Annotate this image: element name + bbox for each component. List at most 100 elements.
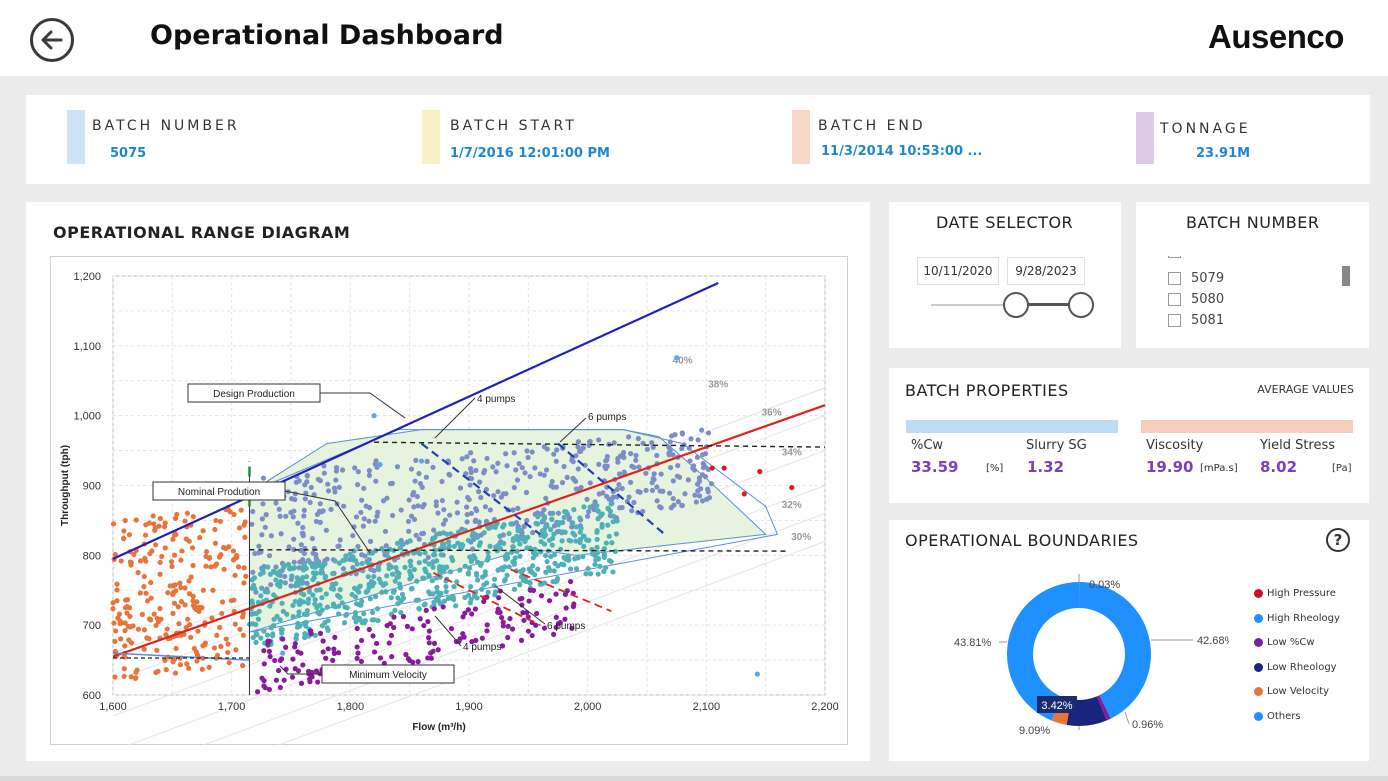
data-point (219, 599, 226, 605)
data-point (145, 598, 151, 604)
data-point (177, 580, 183, 586)
data-point (355, 650, 361, 656)
data-point (313, 518, 320, 525)
checkbox[interactable] (1168, 293, 1181, 306)
data-point (605, 505, 611, 511)
data-point (237, 626, 243, 632)
donut-slice (1079, 582, 1151, 719)
data-point (666, 452, 672, 458)
data-point (424, 458, 430, 464)
pumps-label: 4 pumps (463, 642, 501, 653)
data-point (479, 586, 485, 592)
checkbox[interactable] (1168, 314, 1181, 327)
batch-list-item[interactable]: 5081 (1168, 313, 1224, 328)
data-point (281, 564, 287, 570)
data-point (300, 530, 306, 536)
data-point (446, 543, 452, 549)
data-point (516, 461, 522, 467)
data-point (487, 507, 493, 513)
batch-list-scrollbar[interactable] (1342, 266, 1350, 286)
batch-list-item[interactable]: 5079 (1168, 271, 1224, 286)
data-point (316, 611, 323, 617)
data-point (233, 647, 239, 653)
data-point (789, 484, 795, 491)
data-point (118, 636, 124, 642)
data-point (441, 541, 447, 547)
arrow-left-icon (41, 30, 63, 50)
kpi-label: BATCH END (818, 118, 926, 134)
legend-item[interactable]: High Pressure (1254, 588, 1336, 599)
help-icon[interactable]: ? (1326, 528, 1350, 552)
data-point (422, 558, 428, 564)
data-point (377, 461, 383, 468)
data-point (472, 593, 478, 599)
data-point (451, 583, 457, 590)
legend-item[interactable]: Others (1254, 711, 1301, 722)
data-point (513, 533, 520, 539)
data-point (679, 502, 686, 509)
data-point (465, 537, 472, 543)
data-point (575, 439, 582, 445)
data-point (562, 529, 568, 535)
operational-boundaries-title: OPERATIONAL BOUNDARIES (905, 531, 1139, 550)
data-point (567, 578, 574, 585)
data-point (473, 467, 479, 474)
data-point (341, 503, 347, 509)
legend-item[interactable]: Low %Cw (1254, 637, 1315, 648)
data-point (162, 545, 168, 551)
prop-unit: [%] (986, 463, 1004, 474)
data-point (392, 578, 398, 584)
data-point (363, 589, 369, 595)
back-button[interactable] (30, 18, 74, 62)
batch-item-label: 5081 (1191, 313, 1225, 328)
data-point (280, 636, 286, 642)
legend-item[interactable]: Low Rheology (1254, 662, 1337, 673)
data-point (300, 524, 306, 531)
data-point (307, 499, 313, 505)
prop-label: Viscosity (1146, 438, 1204, 453)
data-point (258, 585, 265, 591)
data-point (112, 674, 118, 680)
data-point (418, 458, 425, 464)
data-point (249, 601, 256, 607)
data-point (190, 514, 196, 520)
data-point (433, 575, 440, 581)
legend-dot (1254, 662, 1263, 672)
data-point (606, 533, 612, 539)
data-point (493, 469, 499, 475)
date-slider-end-handle[interactable] (1068, 292, 1094, 318)
data-point (242, 519, 248, 525)
batch-list-item[interactable]: 5080 (1168, 292, 1224, 307)
data-point (258, 593, 264, 599)
chart-title: OPERATIONAL RANGE DIAGRAM (53, 223, 351, 242)
data-point (527, 587, 533, 593)
legend-item[interactable]: Low Velocity (1254, 686, 1329, 697)
end-date-input[interactable]: 9/28/2023 (1007, 257, 1085, 285)
legend-item[interactable]: High Rheology (1254, 613, 1340, 624)
data-point (541, 527, 547, 533)
data-point (389, 571, 396, 577)
data-point (550, 510, 556, 516)
checkbox[interactable] (1168, 272, 1181, 285)
prop-label: %Cw (911, 438, 944, 453)
data-point (333, 477, 339, 483)
data-point (369, 617, 375, 623)
data-point (510, 507, 516, 513)
data-point (541, 507, 547, 513)
data-point (426, 572, 432, 578)
data-point (153, 542, 159, 548)
data-point (534, 610, 540, 617)
start-date-input[interactable]: 10/11/2020 (917, 257, 999, 285)
data-point (412, 478, 418, 484)
data-point (510, 544, 516, 550)
data-point (214, 652, 221, 658)
data-point (296, 565, 302, 571)
data-point (336, 560, 343, 566)
concentration-line (277, 540, 826, 745)
data-point (112, 638, 118, 645)
data-point (354, 561, 360, 567)
data-point (721, 465, 727, 471)
operational-range-chart: 40% 38% 36% 34% 32% 30% Design Production Nomin… (50, 256, 848, 745)
data-point (500, 491, 507, 497)
date-slider-start-handle[interactable] (1003, 292, 1029, 318)
